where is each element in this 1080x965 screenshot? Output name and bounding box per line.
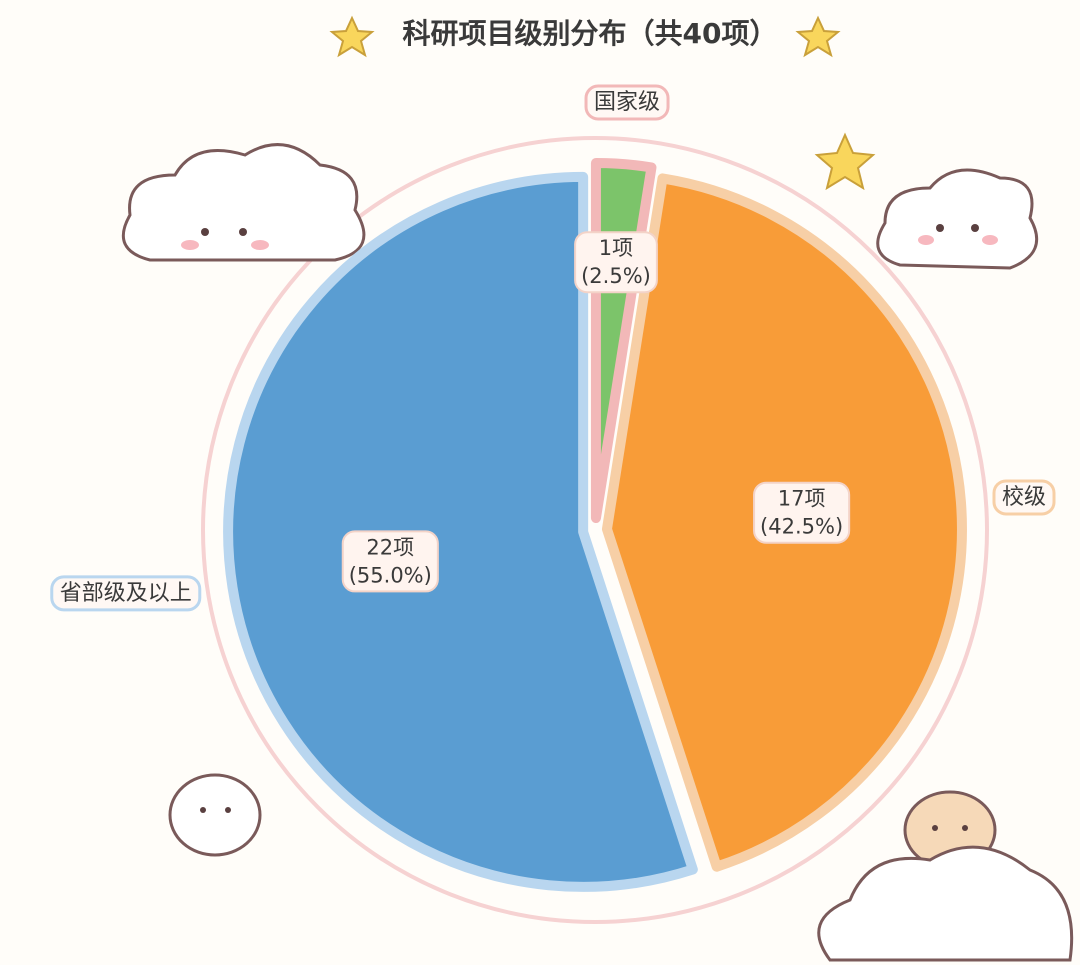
category-label: 国家级 [594, 90, 660, 115]
category-label: 校级 [1002, 485, 1046, 510]
data-label-pill [341, 530, 439, 593]
label-pill [50, 575, 202, 612]
percent-label: (42.5%) [760, 515, 843, 539]
percent-label: (2.5%) [581, 264, 651, 288]
label-pill [992, 479, 1056, 516]
percent-label: (55.0%) [349, 563, 432, 587]
data-label: 1项 [599, 236, 633, 260]
category-label: 省部级及以上 [60, 581, 192, 606]
data-label-pill [574, 231, 658, 294]
decorations [121, 15, 1074, 962]
data-label-pill [753, 481, 851, 544]
data-label: 22项 [366, 535, 414, 559]
data-label: 17项 [778, 487, 826, 511]
labels: 1项 (2.5%) 国家级 17项 (42.5%) 校级 22项 (55.0%) 省部级及以上 [50, 84, 1056, 612]
label-pill [584, 84, 670, 121]
chart-title: 科研项目级别分布（共40项） [403, 17, 778, 50]
pie-slice [223, 171, 698, 892]
